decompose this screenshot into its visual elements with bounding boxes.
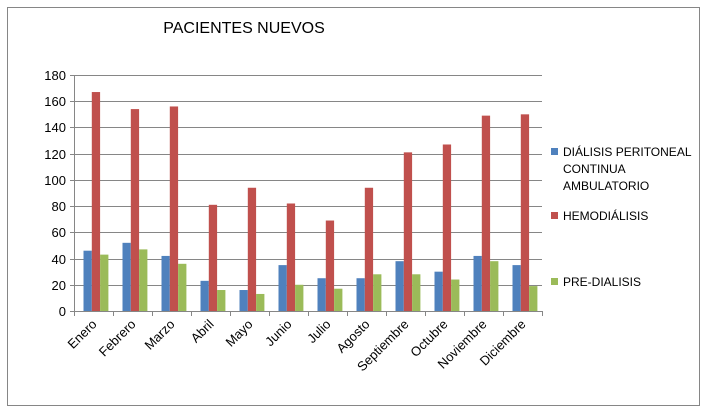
bar-series-3 bbox=[412, 274, 421, 311]
y-tick-label: 100 bbox=[44, 173, 66, 188]
bar-series-2 bbox=[520, 114, 530, 311]
bar-series-1 bbox=[239, 290, 248, 311]
bar-series-1 bbox=[278, 265, 287, 311]
bar-series-1 bbox=[317, 278, 326, 311]
bar-series-3 bbox=[178, 263, 187, 311]
y-tick-label: 160 bbox=[44, 94, 66, 109]
y-tick-label: 180 bbox=[44, 68, 66, 83]
bar-series-1 bbox=[122, 242, 131, 311]
bar-series-2 bbox=[208, 204, 218, 311]
bar-series-2 bbox=[481, 115, 491, 311]
bar-series-1 bbox=[200, 280, 209, 311]
bar-series-3 bbox=[100, 254, 109, 311]
bar-series-1 bbox=[395, 261, 404, 311]
y-tick-labels: 0 20 40 60 80 100 120 140 160 180 bbox=[44, 68, 66, 319]
axes bbox=[70, 75, 543, 316]
gridlines bbox=[74, 75, 542, 286]
legend-label: DIÁLISIS PERITONEAL CONTINUA AMBULATORIO bbox=[563, 144, 692, 193]
legend-swatch bbox=[551, 278, 558, 285]
bar-series-1 bbox=[512, 265, 521, 311]
bar-series-1 bbox=[434, 271, 443, 311]
legend-label: HEMODIÁLISIS bbox=[563, 208, 648, 223]
bar-series-2 bbox=[169, 106, 179, 311]
bar-series-2 bbox=[325, 220, 335, 311]
y-tick-label: 60 bbox=[52, 225, 66, 240]
y-tick-label: 140 bbox=[44, 120, 66, 135]
bar-series-2 bbox=[442, 144, 452, 311]
bar-series-2 bbox=[91, 92, 101, 311]
bar-series-3 bbox=[490, 261, 499, 311]
bar-series-2 bbox=[364, 187, 374, 311]
bar-series-3 bbox=[217, 290, 226, 311]
y-tick-label: 80 bbox=[52, 199, 66, 214]
bar-series-3 bbox=[256, 293, 265, 311]
bar-series-1 bbox=[83, 250, 92, 311]
bar-series-3 bbox=[295, 284, 304, 311]
legend-swatch bbox=[551, 148, 558, 155]
bar-series-2 bbox=[286, 203, 296, 311]
bar-series-3 bbox=[529, 286, 538, 311]
bar-series-2 bbox=[403, 152, 413, 311]
bar-series-3 bbox=[373, 274, 382, 311]
y-tick-label: 0 bbox=[59, 304, 66, 319]
chart-title: PACIENTES NUEVOS bbox=[163, 20, 325, 37]
bar-series-3 bbox=[139, 249, 148, 311]
bar-series-1 bbox=[161, 255, 170, 311]
y-tick-label: 40 bbox=[52, 252, 66, 267]
legend-swatch bbox=[551, 212, 558, 219]
bar-series-1 bbox=[473, 255, 482, 311]
bar-series-3 bbox=[334, 288, 343, 311]
y-tick-label: 20 bbox=[52, 278, 66, 293]
bar-series-2 bbox=[247, 187, 257, 311]
bars bbox=[83, 92, 538, 311]
legend-label: PRE-DIALISIS bbox=[563, 275, 641, 289]
y-tick-label: 120 bbox=[44, 147, 66, 162]
legend: DIÁLISIS PERITONEAL CONTINUA AMBULATORIO HE… bbox=[551, 144, 692, 289]
bar-series-3 bbox=[451, 279, 460, 311]
bar-series-1 bbox=[356, 278, 365, 311]
bar-series-2 bbox=[130, 109, 140, 311]
